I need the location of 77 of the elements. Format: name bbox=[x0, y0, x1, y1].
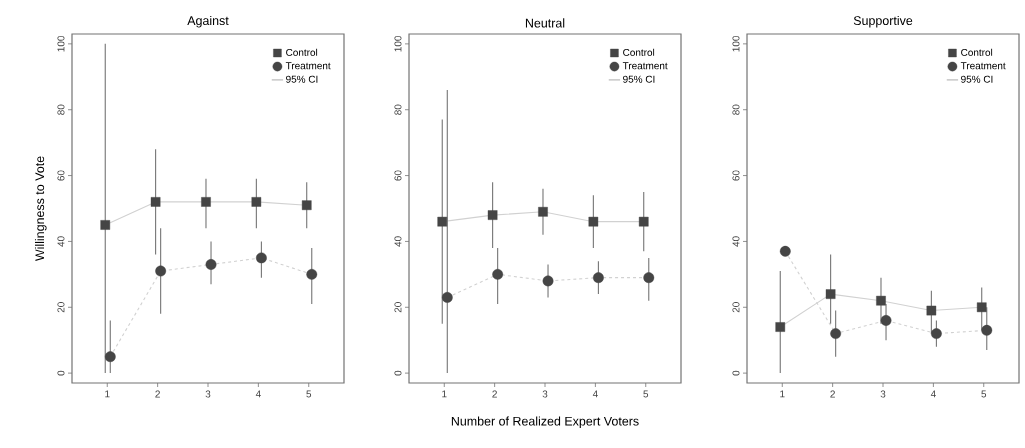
y-tick-label: 40 bbox=[732, 236, 740, 247]
y-tick-label: 20 bbox=[394, 302, 402, 313]
point bbox=[255, 252, 267, 264]
x-tick-label: 3 bbox=[542, 390, 548, 398]
annotation: 95% CI bbox=[961, 75, 993, 83]
point bbox=[880, 315, 892, 326]
y-tick-label: 100 bbox=[57, 35, 65, 52]
point bbox=[441, 292, 453, 303]
point bbox=[976, 302, 987, 313]
x-tick-label: 1 bbox=[105, 390, 110, 398]
point bbox=[981, 324, 993, 336]
x-tick-label: 1 bbox=[442, 390, 447, 398]
point bbox=[155, 265, 167, 277]
chart-title: Neutral bbox=[525, 18, 565, 28]
y-tick-label: 80 bbox=[57, 104, 65, 115]
point bbox=[150, 197, 161, 207]
x-tick-label: 4 bbox=[930, 390, 936, 398]
point bbox=[205, 259, 217, 270]
y-tick-label: 40 bbox=[57, 236, 65, 247]
annotation: 95% CI bbox=[623, 75, 655, 83]
x-tick-label: 2 bbox=[830, 390, 835, 398]
x-axis-title: Number of Realized Expert Voters bbox=[451, 416, 639, 429]
legend-label: Treatment bbox=[960, 62, 1006, 70]
x-tick-label: 4 bbox=[255, 390, 261, 398]
x-tick-label: 5 bbox=[306, 390, 312, 398]
x-tick-label: 5 bbox=[981, 390, 987, 398]
y-tick-label: 60 bbox=[394, 170, 402, 181]
y-tick-label: 60 bbox=[57, 170, 65, 181]
x-tick-label: 4 bbox=[592, 390, 598, 398]
legend-label: Treatment bbox=[622, 62, 668, 70]
y-tick-label: 40 bbox=[394, 236, 402, 247]
x-tick-label: 3 bbox=[880, 390, 886, 398]
point bbox=[638, 216, 649, 227]
x-tick-label: 1 bbox=[780, 390, 785, 398]
chart-title: Supportive bbox=[853, 15, 913, 28]
legend-label: Control bbox=[961, 48, 993, 56]
y-tick-label: 20 bbox=[732, 302, 740, 313]
point bbox=[100, 220, 111, 230]
x-tick-label: 3 bbox=[205, 390, 211, 398]
point bbox=[588, 216, 599, 227]
point bbox=[301, 200, 312, 210]
point bbox=[830, 328, 842, 340]
point bbox=[487, 210, 498, 220]
point bbox=[251, 197, 262, 207]
point bbox=[492, 268, 504, 280]
point bbox=[593, 272, 604, 284]
point bbox=[643, 272, 655, 284]
y-tick-label: 100 bbox=[394, 35, 402, 52]
point bbox=[538, 206, 548, 217]
point bbox=[775, 322, 786, 332]
y-tick-label: 0 bbox=[57, 370, 65, 376]
point bbox=[876, 295, 886, 306]
y-tick-label: 0 bbox=[394, 370, 402, 376]
point bbox=[306, 268, 318, 280]
x-tick-label: 2 bbox=[155, 390, 160, 398]
y-tick-label: 80 bbox=[732, 104, 740, 115]
x-tick-label: 2 bbox=[492, 390, 497, 398]
y-tick-label: 80 bbox=[394, 104, 402, 115]
annotation: 95% CI bbox=[286, 75, 318, 83]
point bbox=[104, 351, 116, 363]
legend-label: Control bbox=[623, 48, 655, 56]
x-tick-label: 5 bbox=[643, 390, 649, 398]
y-tick-label: 20 bbox=[57, 302, 65, 313]
point bbox=[201, 197, 211, 207]
chart-title: Against bbox=[187, 15, 229, 28]
y-tick-label: 0 bbox=[732, 370, 740, 376]
legend-label: Control bbox=[286, 48, 318, 56]
point bbox=[926, 305, 937, 316]
y-axis-title: Willingness to Vote bbox=[34, 156, 47, 262]
y-tick-label: 60 bbox=[732, 170, 740, 181]
point bbox=[931, 328, 942, 340]
y-tick-label: 100 bbox=[732, 35, 740, 52]
point bbox=[779, 245, 791, 257]
point bbox=[437, 216, 448, 227]
point bbox=[825, 289, 836, 299]
point bbox=[542, 275, 554, 287]
legend-label: Treatment bbox=[285, 62, 331, 70]
